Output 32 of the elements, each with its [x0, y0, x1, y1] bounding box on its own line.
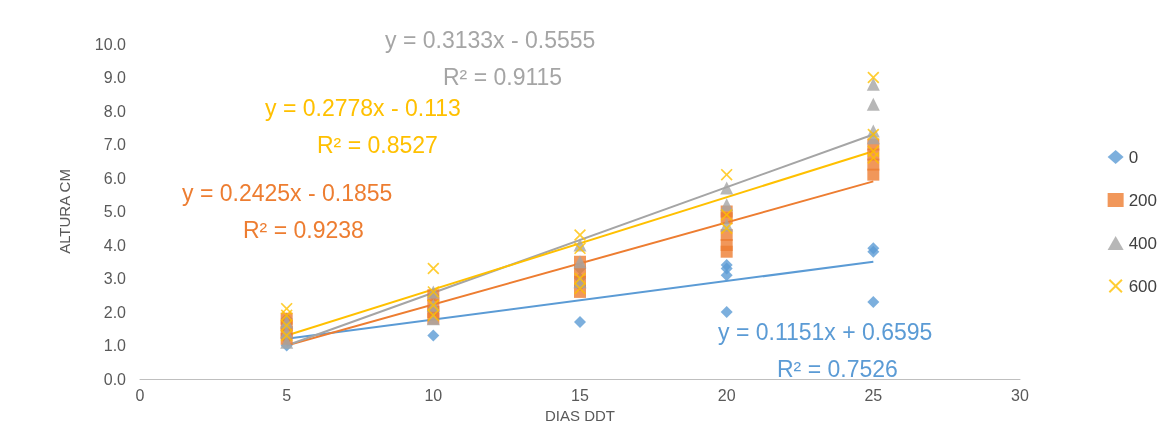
- y-tick-label: 5.0: [103, 203, 127, 220]
- y-tick-label: 3.0: [103, 270, 127, 287]
- x-tick-label: 5: [282, 386, 292, 404]
- y-tick-label: 7.0: [103, 136, 127, 153]
- annotation: y = 0.3133x - 0.5555: [385, 26, 596, 53]
- legend-label: 600: [1128, 276, 1158, 296]
- annotation: R² = 0.9238: [243, 216, 364, 243]
- y-tick-label: 8.0: [103, 102, 127, 120]
- annotation: R² = 0.8527: [317, 131, 438, 158]
- annotation: y = 0.1151x + 0.6595: [718, 318, 933, 345]
- x-tick-label: 30: [1011, 386, 1029, 404]
- y-tick-label: 4.0: [103, 236, 127, 254]
- annotation: y = 0.2425x - 0.1855: [182, 179, 393, 206]
- x-tick-label: 10: [424, 386, 443, 404]
- legend-label: 0: [1128, 147, 1139, 167]
- y-tick-label: 10.0: [94, 35, 127, 53]
- y-tick-label: 0.0: [103, 370, 127, 388]
- x-tick-label: 0: [135, 386, 145, 404]
- x-axis-title: DIAS DDT: [544, 406, 616, 424]
- annotation: R² = 0.7526: [777, 355, 898, 382]
- y-tick-label: 9.0: [103, 69, 127, 86]
- x-tick-label: 20: [717, 386, 736, 404]
- y-tick-label: 6.0: [103, 169, 127, 187]
- y-axis-title: ALTURA CM: [56, 169, 73, 254]
- y-tick-label: 2.0: [103, 303, 127, 321]
- x-tick-label: 25: [864, 386, 883, 404]
- legend-label: 400: [1128, 233, 1158, 253]
- annotation: y = 0.2778x - 0.113: [265, 94, 461, 121]
- legend-label: 200: [1128, 190, 1158, 210]
- annotation: R² = 0.9115: [443, 63, 563, 90]
- y-tick-label: 1.0: [103, 337, 127, 354]
- x-tick-label: 15: [571, 386, 589, 404]
